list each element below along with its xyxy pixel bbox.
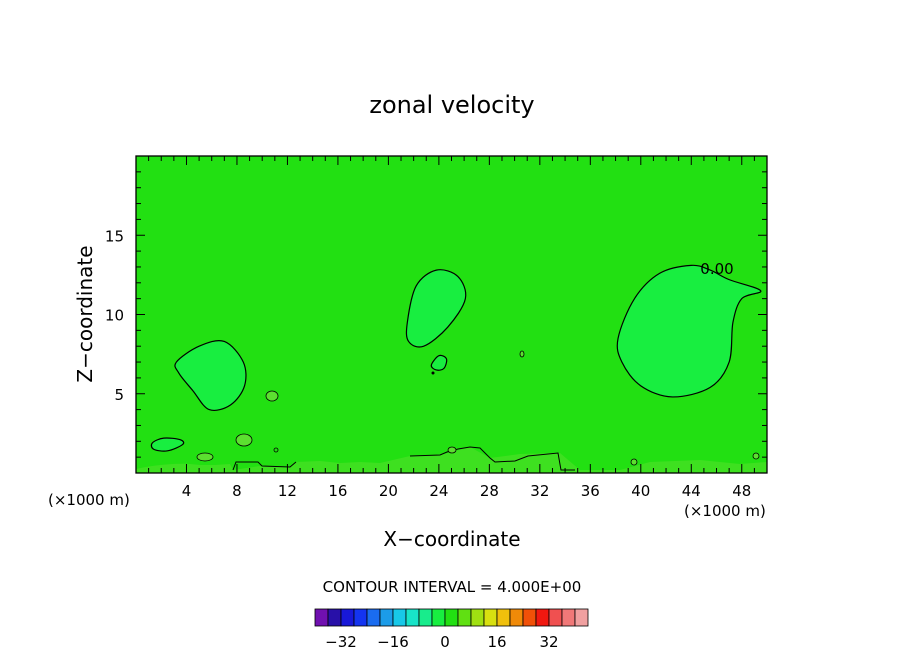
colorbar-tick-label: 16	[487, 633, 506, 651]
cell-left	[174, 339, 247, 412]
colorbar-swatch	[340, 608, 355, 627]
chart-title: zonal velocity	[369, 91, 534, 119]
colorbar-swatch	[457, 608, 472, 627]
cell-small-left	[150, 437, 185, 452]
cell-small-center	[430, 354, 448, 371]
colorbar-swatch	[483, 608, 498, 627]
x-tick-label: 32	[530, 482, 549, 500]
x-tick-label: 12	[278, 482, 297, 500]
colorbar-swatch	[353, 608, 368, 627]
colorbar-tick-label: −16	[377, 633, 409, 651]
x-unit-right: (×1000 m)	[684, 502, 766, 520]
colorbar-swatch	[522, 608, 537, 627]
contour-regions	[150, 264, 762, 452]
colorbar-swatch	[405, 608, 420, 627]
cell-right	[616, 264, 762, 398]
x-axis-ticks: 4 8 12 16 20 24 28 32 36 40 44 48	[148, 156, 755, 500]
colorbar-swatch	[418, 608, 433, 627]
colorbar-tick-labels: −32 −16 0 16 32	[325, 633, 558, 651]
x-tick-label: 16	[328, 482, 347, 500]
colorbar	[314, 608, 589, 627]
x-tick-label: 48	[732, 482, 751, 500]
contour-interval-text: CONTOUR INTERVAL = 4.000E+00	[323, 578, 582, 596]
colorbar-swatch	[379, 608, 394, 627]
colorbar-swatch	[548, 608, 563, 627]
x-tick-label: 36	[581, 482, 600, 500]
colorbar-swatch	[444, 608, 459, 627]
colorbar-swatch	[496, 608, 511, 627]
colorbar-swatch	[535, 608, 550, 627]
x-unit-left: (×1000 m)	[48, 491, 130, 509]
x-tick-label: 44	[682, 482, 701, 500]
surface-features	[136, 350, 767, 473]
colorbar-swatch	[366, 608, 381, 627]
x-tick-label: 8	[232, 482, 242, 500]
colorbar-swatch	[314, 608, 329, 627]
x-tick-label: 4	[182, 482, 192, 500]
colorbar-swatch	[574, 608, 589, 627]
x-axis-title: X−coordinate	[383, 527, 520, 551]
x-tick-label: 24	[429, 482, 448, 500]
cell-center	[405, 269, 467, 348]
colorbar-swatch	[431, 608, 446, 627]
colorbar-swatch	[509, 608, 524, 627]
colorbar-tick-label: 32	[539, 633, 558, 651]
x-tick-label: 20	[379, 482, 398, 500]
colorbar-swatch	[392, 608, 407, 627]
y-tick-label: 5	[114, 386, 124, 404]
y-axis-title: Z−coordinate	[73, 245, 97, 382]
contour-label: 0.00	[700, 260, 733, 278]
colorbar-swatch	[327, 608, 342, 627]
x-tick-label: 28	[480, 482, 499, 500]
x-tick-label: 40	[631, 482, 650, 500]
colorbar-tick-label: −32	[325, 633, 357, 651]
colorbar-swatch	[470, 608, 485, 627]
colorbar-swatch	[561, 608, 576, 627]
y-tick-label: 15	[105, 227, 124, 245]
y-tick-label: 10	[105, 307, 124, 325]
y-axis-ticks: 5 10 15	[105, 171, 767, 458]
colorbar-tick-label: 0	[440, 633, 450, 651]
